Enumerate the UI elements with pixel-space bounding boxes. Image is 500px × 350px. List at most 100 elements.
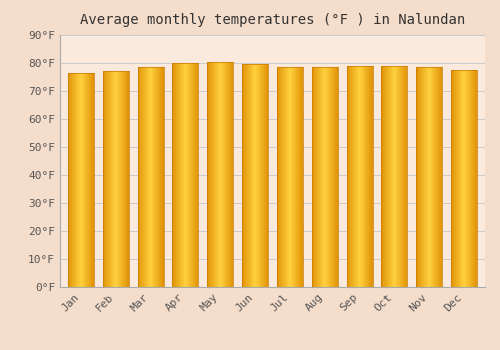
Bar (292, 67, 293, 287)
Bar (160, 67, 161, 287)
Bar (397, 66, 398, 287)
Bar (332, 67, 333, 287)
Bar (179, 63, 180, 287)
Bar (455, 70, 456, 287)
Bar (388, 66, 389, 287)
Bar (382, 66, 384, 287)
Bar (152, 67, 153, 287)
Bar (247, 64, 248, 287)
Bar (391, 66, 392, 287)
Bar (163, 67, 164, 287)
Bar (80, 73, 81, 287)
Bar (356, 66, 357, 287)
Bar (280, 67, 281, 287)
Bar (454, 70, 455, 287)
Bar (321, 67, 322, 287)
Bar (266, 64, 267, 287)
Bar (317, 67, 318, 287)
Bar (251, 64, 252, 287)
Bar (111, 71, 112, 287)
Title: Average monthly temperatures (°F ) in Nalundan: Average monthly temperatures (°F ) in Na… (80, 13, 465, 27)
Bar (432, 67, 433, 287)
Bar (155, 67, 156, 287)
Bar (265, 64, 266, 287)
Bar (161, 67, 162, 287)
Bar (384, 66, 386, 287)
Bar (259, 64, 260, 287)
Bar (142, 67, 144, 287)
Bar (108, 71, 109, 287)
Bar (323, 67, 324, 287)
Bar (87, 73, 88, 287)
Bar (463, 70, 464, 287)
Bar (123, 71, 124, 287)
Bar (260, 64, 261, 287)
Bar (81, 73, 82, 287)
Bar (395, 66, 396, 287)
Bar (407, 66, 408, 287)
Bar (261, 64, 262, 287)
Bar (278, 67, 279, 287)
Bar (138, 67, 139, 287)
Bar (288, 67, 290, 287)
Bar (74, 73, 75, 287)
Bar (438, 67, 439, 287)
Bar (92, 73, 94, 287)
Bar (139, 67, 140, 287)
Bar (225, 62, 226, 287)
Bar (336, 67, 337, 287)
Bar (302, 67, 303, 287)
Bar (352, 66, 353, 287)
Bar (300, 67, 301, 287)
Bar (418, 67, 419, 287)
Bar (255, 64, 256, 287)
Bar (416, 67, 417, 287)
Bar (242, 64, 244, 287)
Bar (209, 62, 210, 287)
Bar (262, 64, 263, 287)
Bar (370, 66, 372, 287)
Bar (216, 62, 217, 287)
Bar (172, 63, 173, 287)
Bar (104, 71, 106, 287)
Bar (470, 70, 472, 287)
Bar (176, 63, 177, 287)
Bar (328, 67, 330, 287)
Bar (156, 67, 157, 287)
Bar (424, 67, 426, 287)
Bar (112, 71, 113, 287)
Bar (400, 66, 401, 287)
Bar (82, 73, 83, 287)
Bar (294, 67, 295, 287)
Bar (468, 70, 469, 287)
Bar (365, 66, 366, 287)
Bar (221, 62, 222, 287)
Bar (178, 63, 179, 287)
Bar (293, 67, 294, 287)
Bar (157, 67, 158, 287)
Bar (428, 67, 430, 287)
Bar (314, 67, 315, 287)
Bar (312, 67, 313, 287)
Bar (363, 66, 364, 287)
Bar (182, 63, 183, 287)
Bar (399, 66, 400, 287)
Bar (193, 63, 194, 287)
Bar (346, 66, 347, 287)
Bar (286, 67, 288, 287)
Bar (337, 67, 338, 287)
Bar (115, 71, 116, 287)
Bar (279, 67, 280, 287)
Bar (316, 67, 317, 287)
Bar (114, 71, 115, 287)
Bar (284, 67, 286, 287)
Bar (404, 66, 405, 287)
Bar (290, 67, 291, 287)
Bar (211, 62, 212, 287)
Bar (185, 63, 186, 287)
Bar (197, 63, 198, 287)
Bar (430, 67, 431, 287)
Bar (70, 73, 71, 287)
Bar (220, 62, 221, 287)
Bar (401, 66, 402, 287)
